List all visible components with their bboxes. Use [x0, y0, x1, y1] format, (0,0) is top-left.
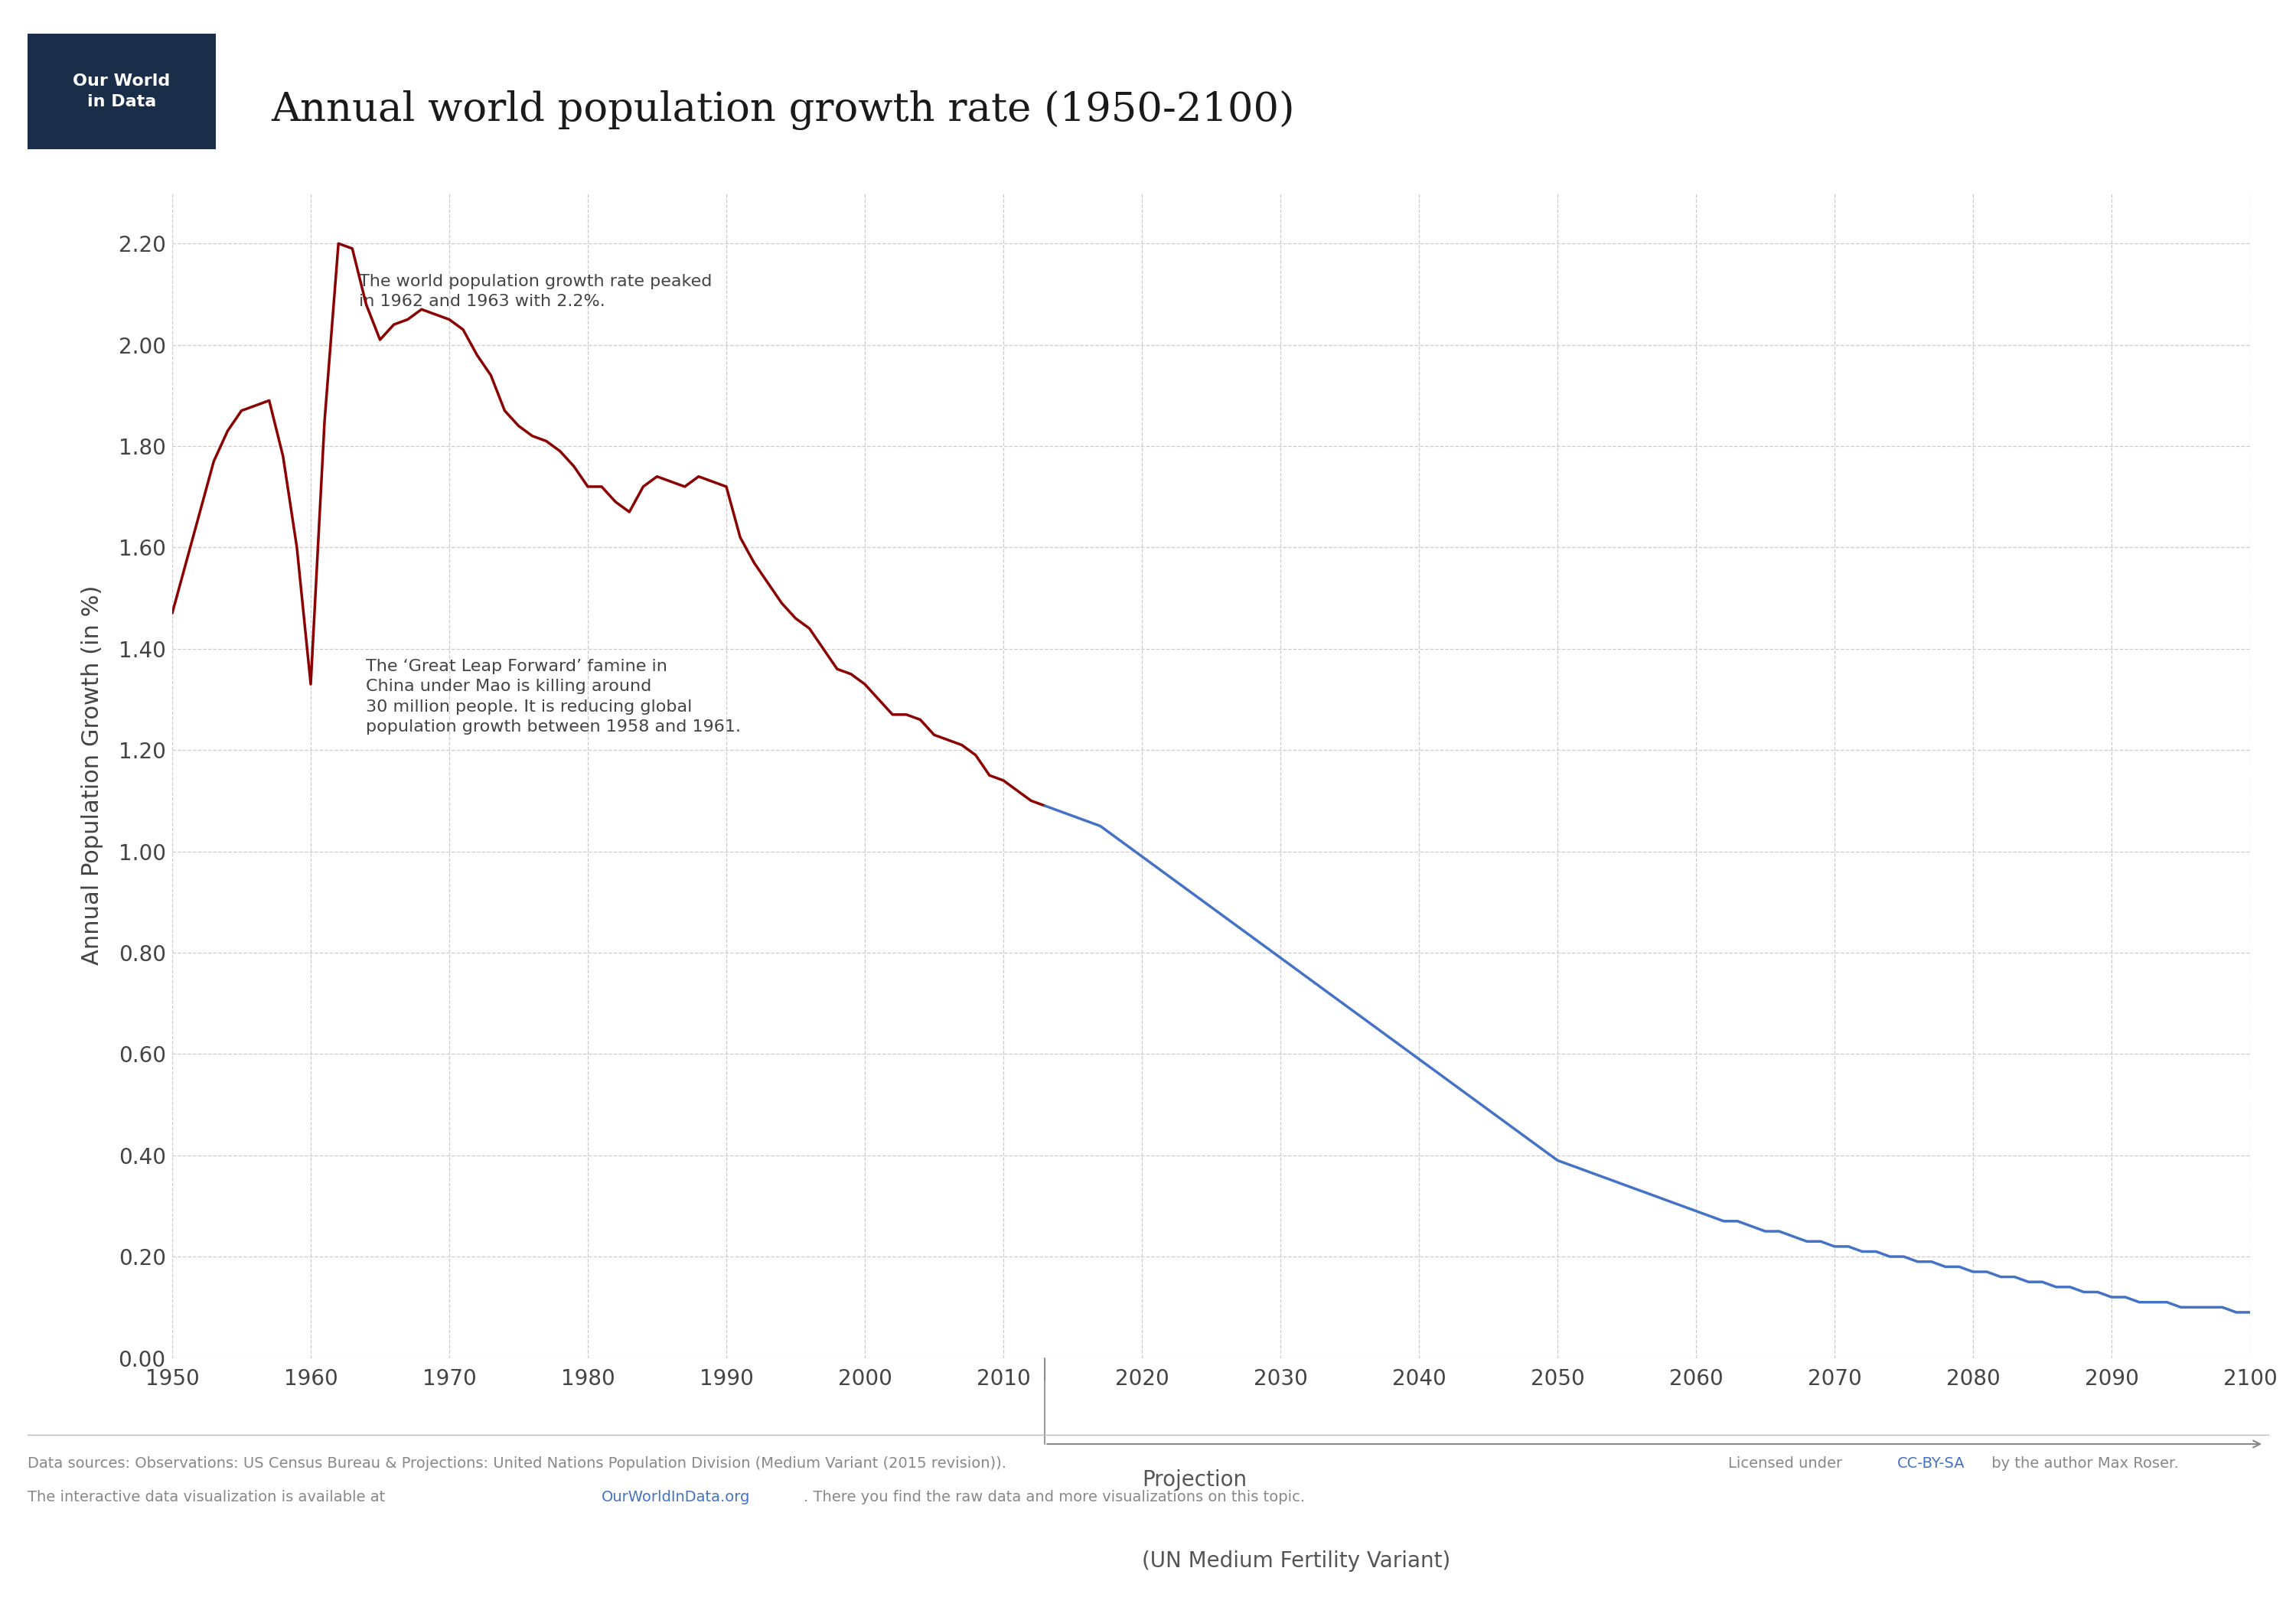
- Text: (UN Medium Fertility Variant): (UN Medium Fertility Variant): [1141, 1551, 1451, 1572]
- Text: Data sources: Observations: US Census Bureau & Projections: United Nations Popul: Data sources: Observations: US Census Bu…: [28, 1456, 1006, 1470]
- Text: OurWorldInData.org: OurWorldInData.org: [602, 1490, 751, 1504]
- Text: The ‘Great Leap Forward’ famine in
China under Mao is killing around
30 million : The ‘Great Leap Forward’ famine in China…: [365, 659, 742, 734]
- Text: Projection: Projection: [1141, 1469, 1247, 1491]
- Text: The world population growth rate peaked
in 1962 and 1963 with 2.2%.: The world population growth rate peaked …: [358, 273, 712, 310]
- Y-axis label: Annual Population Growth (in %): Annual Population Growth (in %): [80, 585, 103, 966]
- Text: by the author Max Roser.: by the author Max Roser.: [1986, 1456, 2179, 1470]
- Text: Our World
in Data: Our World in Data: [73, 74, 170, 109]
- Text: Licensed under: Licensed under: [1729, 1456, 1848, 1470]
- Text: The interactive data visualization is available at: The interactive data visualization is av…: [28, 1490, 390, 1504]
- Text: Annual world population growth rate (1950-2100): Annual world population growth rate (195…: [271, 90, 1295, 130]
- Text: CC-BY-SA: CC-BY-SA: [1896, 1456, 1965, 1470]
- Text: . There you find the raw data and more visualizations on this topic.: . There you find the raw data and more v…: [804, 1490, 1304, 1504]
